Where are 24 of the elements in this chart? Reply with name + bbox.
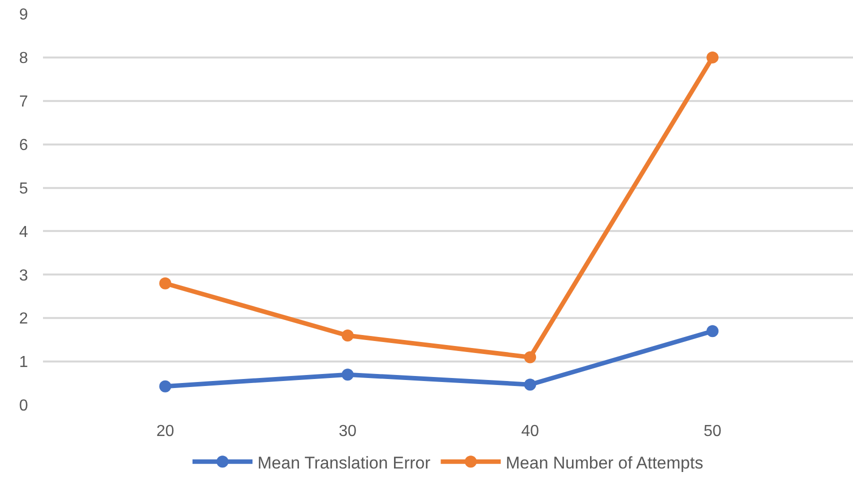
legend-label: Mean Number of Attempts bbox=[506, 453, 704, 472]
point bbox=[342, 329, 354, 342]
point bbox=[524, 378, 536, 391]
y-tick-label: 1 bbox=[19, 354, 28, 372]
point bbox=[706, 51, 719, 64]
x-tick-label: 40 bbox=[521, 423, 540, 440]
point bbox=[159, 277, 172, 290]
y-tick-label: 9 bbox=[19, 6, 28, 24]
y-tick-label: 3 bbox=[19, 267, 28, 284]
y-tick-label: 2 bbox=[19, 310, 28, 328]
y-tick-label: 7 bbox=[19, 93, 28, 110]
legend-label: Mean Translation Error bbox=[258, 453, 431, 472]
point bbox=[342, 368, 354, 381]
y-tick-label: 8 bbox=[19, 50, 28, 68]
y-tick-label: 4 bbox=[19, 224, 28, 241]
y-tick-label: 6 bbox=[19, 136, 28, 154]
x-tick-label: 30 bbox=[338, 423, 357, 440]
point bbox=[706, 325, 719, 338]
y-tick-label: 0 bbox=[19, 398, 28, 415]
point bbox=[159, 380, 172, 392]
x-tick-label: 20 bbox=[156, 423, 174, 440]
y-tick-label: 5 bbox=[19, 180, 28, 198]
x-tick-label: 50 bbox=[704, 423, 722, 440]
point bbox=[524, 351, 536, 364]
